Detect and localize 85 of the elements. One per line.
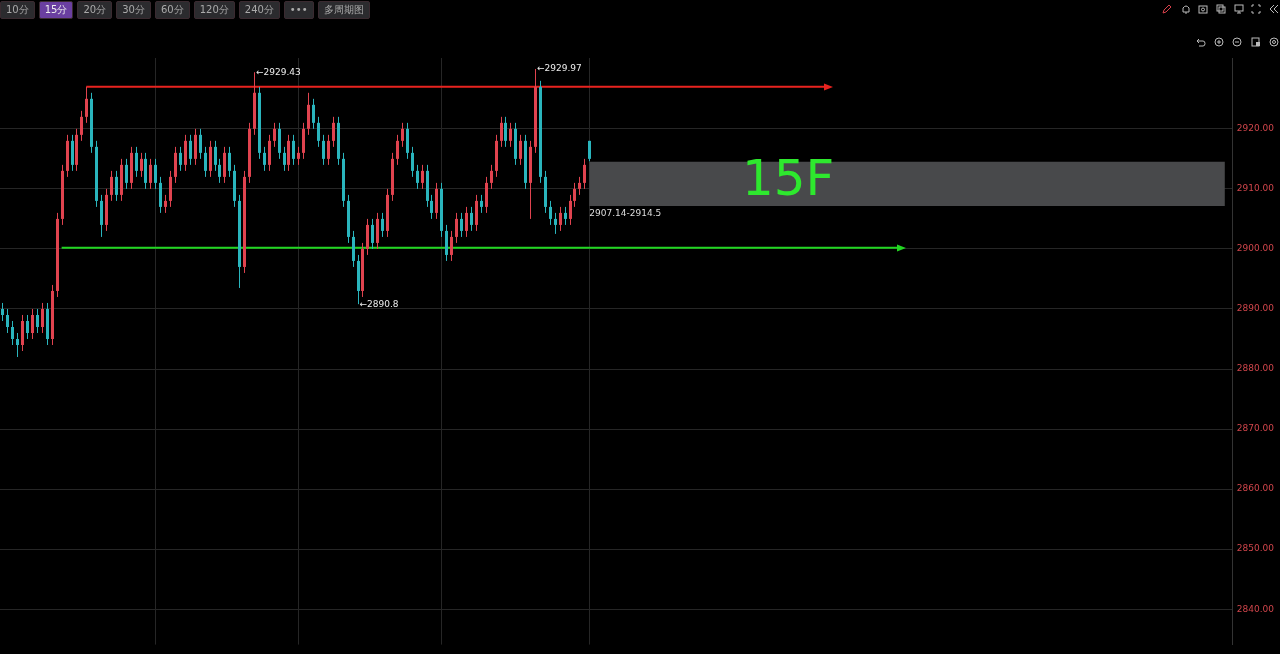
candlestick [283,146,286,172]
candlestick [228,146,231,178]
candlestick [416,164,419,190]
annotation: ←2929.43 [255,66,301,77]
y-tick-label: 2860.00 [1236,483,1275,494]
candlestick [140,152,143,178]
candlestick [297,146,300,166]
candlestick [480,194,483,214]
candlestick [135,146,138,178]
candlestick [85,86,88,124]
candlestick [11,320,14,346]
candlestick [430,194,433,220]
candlestick [460,212,463,238]
candlestick [110,170,113,202]
candlestick [273,122,276,148]
y-tick-label: 2840.00 [1236,603,1275,614]
candlestick [125,158,128,190]
candlestick [569,194,572,226]
candlestick [317,116,320,148]
candlestick [401,122,404,148]
text: 多周期图 [317,1,370,19]
candlestick [411,146,414,178]
candlestick [421,164,424,190]
candlestick [31,308,34,340]
candlestick [450,230,453,262]
candlestick [154,158,157,190]
candlestick [465,206,468,238]
candlestick [504,116,507,148]
candlestick [578,176,581,196]
y-tick-label: 2910.00 [1236,183,1275,194]
y-tick-label: 2870.00 [1236,423,1275,434]
candlestick [583,158,586,190]
candlestick [490,164,493,190]
y-tick-label: 2900.00 [1236,243,1275,254]
text: 15分 [38,1,74,19]
text: 60分 [154,1,190,19]
y-tick-label: 2890.00 [1236,303,1275,314]
candlestick [455,212,458,244]
candlestick [292,134,295,166]
text: 20分 [77,1,113,19]
candlestick [80,110,83,142]
candlestick [115,170,118,202]
candlestick [327,134,330,166]
candlestick [179,146,182,172]
candlestick [500,116,503,148]
annotation: ←2929.97 [537,63,582,74]
candlestick [189,134,192,166]
candlestick [199,128,202,160]
candlestick [149,158,152,190]
candlestick [564,206,567,226]
candlestick [509,122,512,148]
annotation: ←2890.8 [359,298,399,309]
y-tick-label: 2880.00 [1236,363,1275,374]
text: 10分 [0,1,35,19]
candlestick [26,314,29,340]
candlestick [554,212,557,235]
candlestick [36,308,39,334]
candlestick [470,206,473,232]
candlestick [204,146,207,178]
y-tick-label: 2920.00 [1236,123,1275,134]
annotation: 15F [742,149,835,207]
candlestick [549,200,552,226]
candlestick [312,98,315,130]
candlestick [559,206,562,232]
candlestick [332,116,335,148]
candlestick [381,212,384,238]
text: 120分 [193,1,235,19]
candlestick [1,302,4,322]
candlestick [263,146,266,172]
candlestick [396,134,399,166]
y-tick-label: 2850.00 [1236,543,1275,554]
candlestick [41,302,44,334]
candlestick [164,194,167,214]
candlestick [322,134,325,166]
candlestick [16,332,19,358]
candlestick [218,158,221,184]
candlestick [214,140,217,172]
candlestick [6,308,9,334]
text: 240分 [238,1,280,19]
candlestick [519,134,522,166]
text: ••• [283,1,314,19]
candlestick [573,182,576,208]
band-label: 2907.14-2914.5 [589,207,662,218]
candlestick [371,218,374,250]
text: 30分 [116,1,151,19]
